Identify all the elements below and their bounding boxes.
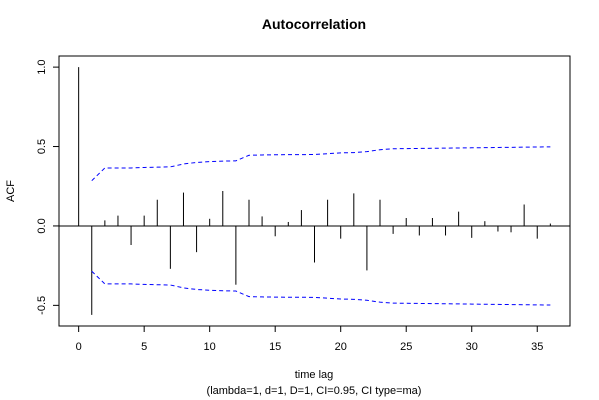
chart-title: Autocorrelation (262, 16, 366, 32)
x-tick-label: 25 (400, 341, 412, 353)
y-tick-label: 0.5 (36, 139, 48, 154)
x-tick-label: 35 (531, 341, 543, 353)
plot-area (59, 67, 570, 315)
ci-lower-line (91, 270, 551, 306)
ci-upper-line (91, 146, 551, 182)
x-tick-label: 15 (269, 341, 281, 353)
x-axis-sublabel: (lambda=1, d=1, D=1, CI=0.95, CI type=ma… (207, 385, 422, 397)
plot-frame (58, 55, 571, 327)
y-tick-label: -0.5 (36, 296, 48, 315)
y-tick-label: 0.0 (36, 218, 48, 233)
x-tick-label: 5 (141, 341, 147, 353)
x-tick-label: 10 (204, 341, 216, 353)
x-tick-label: 0 (76, 341, 82, 353)
y-axis-label: ACF (5, 180, 17, 202)
y-tick-label: 1.0 (36, 59, 48, 74)
x-tick-label: 30 (466, 341, 478, 353)
x-tick-label: 20 (335, 341, 347, 353)
x-axis-label: time lag (295, 369, 334, 381)
